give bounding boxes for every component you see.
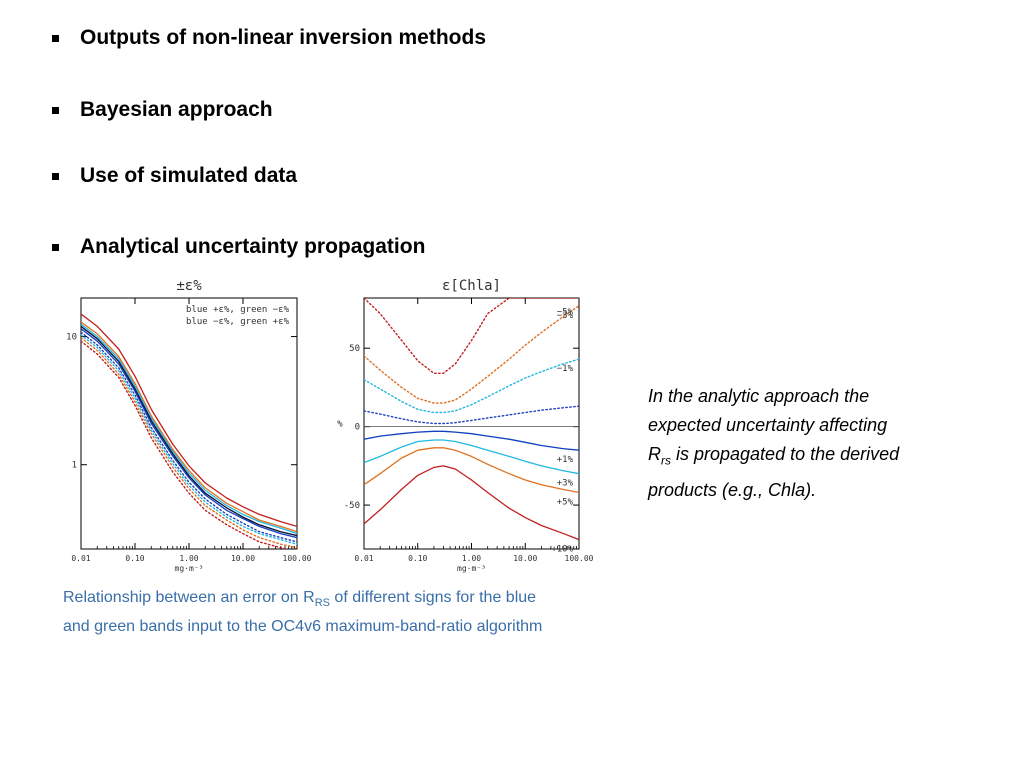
series-group — [81, 313, 297, 549]
series-group — [364, 298, 579, 541]
figure-panels: ±ε% 0.01 0.10 1.00 10.00 100.00 mg·m⁻³ 1 10 blue … — [66, 278, 593, 573]
series-line — [81, 325, 297, 537]
left-chart-panel: ±ε% 0.01 0.10 1.00 10.00 100.00 mg·m⁻³ 1 10 blue … — [66, 278, 311, 573]
series-line — [364, 447, 579, 494]
y-tick-label: 0 — [355, 423, 360, 433]
x-tick-label: 100.00 — [565, 554, 594, 563]
series-label: +1% — [557, 455, 574, 465]
series-line — [364, 405, 579, 425]
note-line: expected uncertainty affecting — [648, 415, 888, 435]
series-line — [81, 313, 297, 528]
series-line — [364, 430, 579, 451]
y-tick-label: -50 — [344, 501, 360, 511]
series-line — [364, 358, 579, 414]
caption-text: and green bands input to the OC4v6 maxim… — [63, 618, 543, 636]
x-tick-label: 0.10 — [408, 554, 427, 563]
x-axis-label: mg·m⁻³ — [457, 564, 486, 573]
bullet-item: Use of simulated data — [52, 164, 297, 188]
y-tick-label: 1 — [72, 461, 77, 471]
series-line — [81, 336, 297, 549]
square-bullet-icon — [52, 106, 59, 114]
bullet-text: Use of simulated data — [80, 164, 298, 187]
square-bullet-icon — [52, 243, 59, 251]
caption-subscript: RS — [314, 597, 330, 610]
note-subscript: rs — [661, 453, 671, 468]
caption-text: of different signs for the blue — [329, 589, 537, 606]
x-tick-label: 0.10 — [125, 554, 144, 563]
series-label: +10% — [551, 545, 573, 555]
x-tick-label: 100.00 — [283, 554, 312, 563]
series-label: −1% — [557, 364, 574, 374]
series-label: −3% — [557, 311, 574, 321]
x-tick-label: 0.01 — [71, 554, 90, 563]
bullet-text: Outputs of non-linear inversion methods — [80, 26, 487, 49]
series-line — [81, 340, 290, 549]
x-tick-label: 1.00 — [179, 554, 198, 563]
caption-text: Relationship between an error on R — [63, 589, 315, 606]
note-line: is propagated to the derived — [671, 444, 900, 464]
bullet-item: Bayesian approach — [52, 98, 273, 122]
series-line — [364, 465, 579, 541]
x-tick-label: 1.00 — [462, 554, 481, 563]
x-tick-label: 10.00 — [231, 554, 255, 563]
y-tick-label: 10 — [66, 333, 77, 343]
legend-entry: blue +ε%, green −ε% — [186, 305, 290, 315]
x-tick-label: 10.00 — [513, 554, 537, 563]
x-tick-label: 0.01 — [354, 554, 373, 563]
series-line — [81, 321, 297, 533]
right-chart-panel: ε[Chla] 0.01 0.10 1.00 10.00 100.00 mg·m⁻³ -50 0… — [337, 278, 593, 573]
note-line: R — [648, 444, 661, 464]
plot-frame — [80, 297, 298, 550]
series-line — [81, 331, 297, 543]
bullet-text: Analytical uncertainty propagation — [80, 235, 426, 258]
legend-entry: blue −ε%, green +ε% — [186, 317, 290, 327]
series-line — [81, 328, 297, 539]
x-axis-label: mg·m⁻³ — [175, 564, 204, 573]
note-line: In the analytic approach the — [648, 386, 870, 406]
series-line — [364, 439, 579, 475]
series-line — [81, 323, 297, 535]
square-bullet-icon — [52, 34, 59, 42]
bullet-text: Bayesian approach — [80, 98, 273, 121]
series-line — [364, 305, 579, 404]
series-label: +5% — [557, 498, 574, 508]
figure-caption: Relationship between an error on RRS of … — [63, 586, 643, 638]
y-axis-label: % — [337, 420, 343, 430]
bullet-item: Analytical uncertainty propagation — [52, 235, 425, 259]
side-note: In the analytic approach the expected un… — [648, 382, 978, 505]
bullet-item: Outputs of non-linear inversion methods — [52, 26, 486, 50]
note-line: products (e.g., Chla). — [648, 479, 817, 500]
chart-title: ε[Chla] — [442, 278, 501, 294]
square-bullet-icon — [52, 172, 59, 180]
series-label: −5% — [557, 308, 574, 318]
series-line — [364, 298, 579, 375]
y-tick-label: 50 — [349, 344, 360, 354]
chart-title: ±ε% — [176, 278, 202, 294]
series-line — [81, 334, 297, 545]
plot-frame — [363, 297, 580, 550]
series-label: +3% — [557, 479, 574, 489]
